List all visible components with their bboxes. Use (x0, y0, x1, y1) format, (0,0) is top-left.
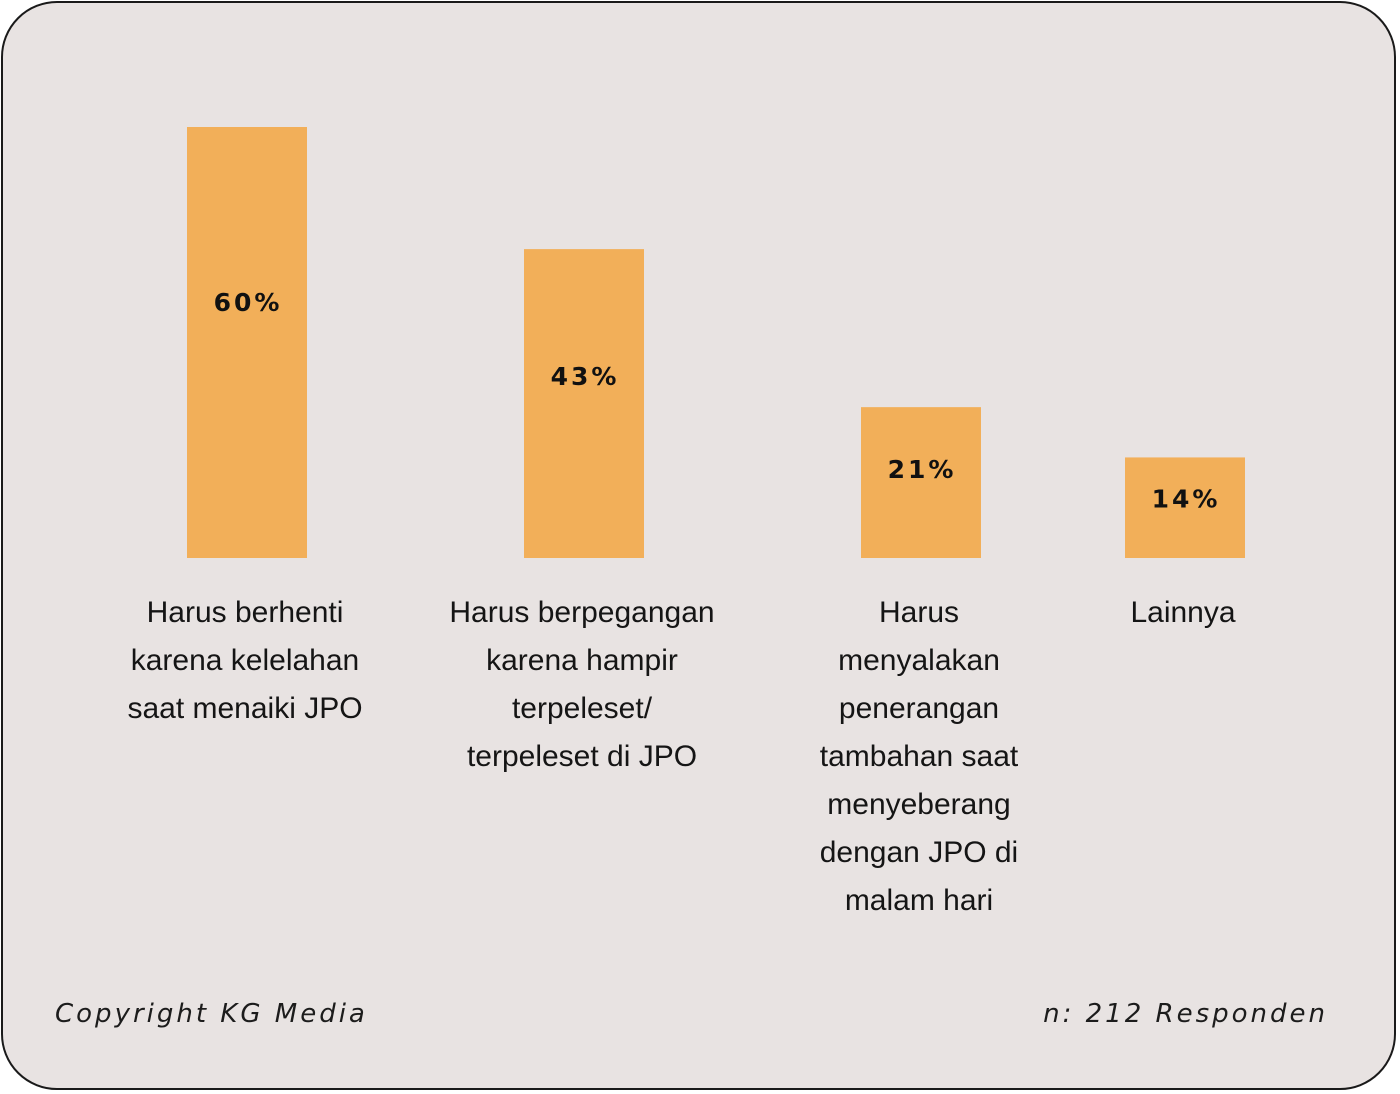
bar-value-label-1: 60% (214, 288, 283, 317)
category-label-line: Lainnya (1130, 596, 1235, 629)
category-label-line: karena kelelahan (131, 644, 360, 677)
category-label-1: Harus berhenti karena kelelahan saat menai… (127, 596, 362, 725)
bar-1 (187, 127, 307, 558)
bar-3 (861, 407, 981, 558)
category-label-line: Harus (879, 596, 959, 629)
category-label-line: malam hari (845, 884, 993, 917)
category-label-line: tambahan saat (820, 740, 1019, 773)
bar-4 (1125, 457, 1245, 558)
category-label-line: saat menaiki JPO (127, 692, 362, 725)
category-label-line: menyalakan (838, 644, 1000, 677)
category-label-line: Harus berhenti (147, 596, 344, 629)
category-label-line: Harus berpegangan (449, 596, 714, 629)
bar-value-label-4: 14% (1152, 485, 1221, 514)
category-label-line: dengan JPO di (820, 836, 1018, 869)
category-label-line: menyeberang (827, 788, 1010, 821)
bar-chart: 60% Harus berhenti karena kelelahan saat me… (127, 127, 1245, 917)
category-label-line: penerangan (839, 692, 999, 725)
copyright-note: Copyright KG Media (55, 999, 368, 1029)
respondent-count: n: 212 Responden (1043, 999, 1328, 1029)
category-label-2: Harus berpegangan karena hampir terpeleset… (449, 596, 714, 773)
category-label-line: terpeleset/ (512, 692, 653, 725)
bar-value-label-3: 21% (888, 455, 957, 484)
category-label-line: terpeleset di JPO (467, 740, 697, 773)
bar-2 (524, 249, 644, 558)
category-label-4: Lainnya (1130, 596, 1235, 629)
category-label-line: karena hampir (486, 644, 678, 677)
bar-value-label-2: 43% (551, 362, 620, 391)
category-label-3: Harus menyalakan penerangan tambahan saat me… (820, 596, 1019, 917)
